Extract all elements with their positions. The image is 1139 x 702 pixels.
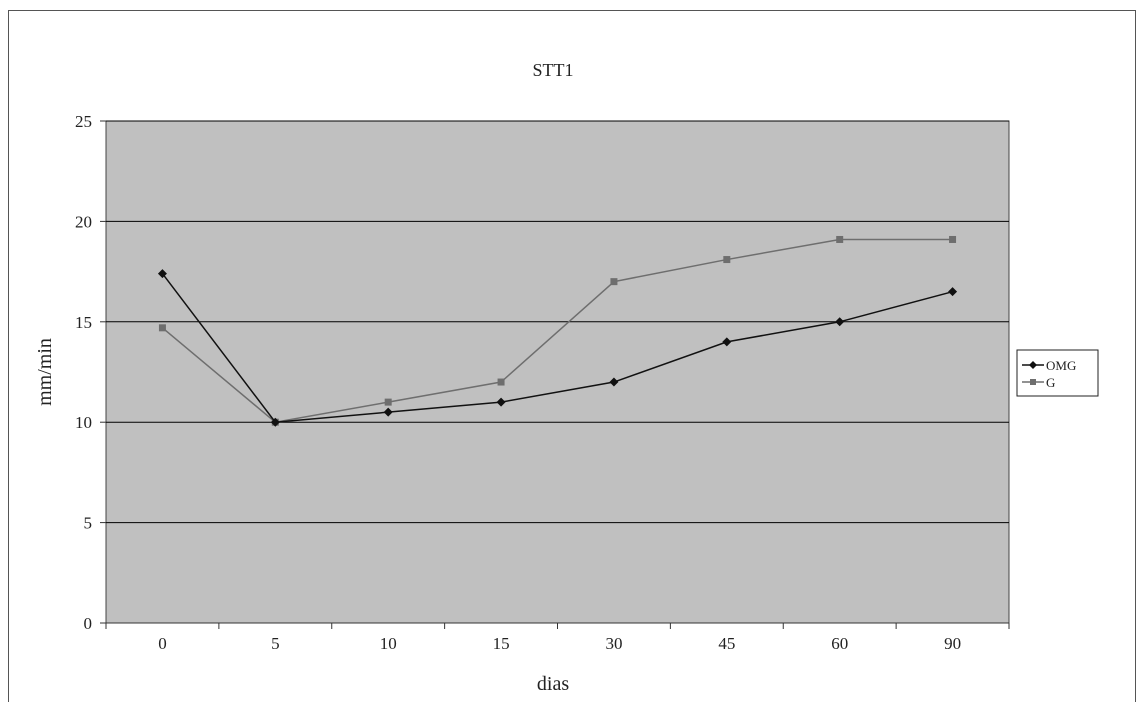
x-tick-label: 60 bbox=[831, 634, 848, 653]
data-point-g bbox=[384, 398, 392, 406]
data-point-g bbox=[158, 324, 166, 332]
plot-area bbox=[105, 120, 1010, 624]
data-point-omg bbox=[270, 417, 280, 427]
x-tick-label: 15 bbox=[493, 634, 510, 653]
legend-label-omg: OMG bbox=[1046, 358, 1076, 373]
y-tick-label: 0 bbox=[84, 614, 93, 633]
legend-box bbox=[1016, 349, 1099, 397]
legend: OMG G bbox=[1016, 349, 1099, 397]
y-tick-label: 5 bbox=[84, 514, 93, 533]
x-tick-label: 10 bbox=[380, 634, 397, 653]
x-axis-label: dias bbox=[537, 673, 569, 695]
axes: 0 5 10 15 20 25 0 5 10 15 30 45 60 90 bbox=[75, 112, 1010, 653]
y-tick-label: 25 bbox=[75, 112, 92, 131]
data-point-omg bbox=[722, 337, 732, 347]
data-point-g bbox=[610, 278, 618, 286]
chart-title: STT1 bbox=[532, 60, 573, 80]
data-point-omg bbox=[835, 317, 845, 327]
data-point-g bbox=[723, 256, 731, 264]
data-point-g bbox=[497, 378, 505, 386]
x-tick-label: 5 bbox=[271, 634, 280, 653]
y-tick-label: 15 bbox=[75, 313, 92, 332]
series-line-g bbox=[161, 238, 953, 423]
data-point-omg bbox=[157, 269, 167, 279]
x-tick-label: 45 bbox=[718, 634, 735, 653]
gridlines bbox=[106, 120, 1009, 524]
y-axis-label: mm/min bbox=[34, 338, 56, 406]
data-point-omg bbox=[948, 287, 958, 297]
series-layer bbox=[157, 235, 958, 427]
data-point-omg bbox=[496, 397, 506, 407]
x-tick-label: 30 bbox=[605, 634, 622, 653]
series-line-omg bbox=[161, 273, 953, 423]
data-point-g bbox=[836, 235, 844, 243]
y-tick-label: 10 bbox=[75, 413, 92, 432]
legend-label-g: G bbox=[1046, 375, 1055, 390]
legend-marker-omg bbox=[1029, 361, 1037, 369]
data-point-g bbox=[949, 235, 957, 243]
x-tick-label: 90 bbox=[944, 634, 961, 653]
data-point-omg bbox=[609, 377, 619, 387]
data-point-omg bbox=[383, 407, 393, 417]
legend-marker-g bbox=[1030, 379, 1036, 385]
x-tick-label: 0 bbox=[158, 634, 167, 653]
y-tick-label: 20 bbox=[75, 212, 92, 231]
